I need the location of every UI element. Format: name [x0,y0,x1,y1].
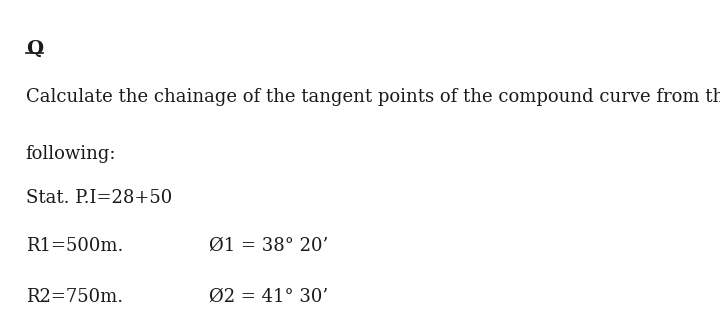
Text: following:: following: [26,145,116,162]
Text: R1=500m.: R1=500m. [26,237,123,255]
Text: Stat. P.I=28+50: Stat. P.I=28+50 [26,189,172,208]
Text: Ø1 = 38° 20’: Ø1 = 38° 20’ [209,237,328,255]
Text: Ø2 = 41° 30’: Ø2 = 41° 30’ [209,288,328,306]
Text: R2=750m.: R2=750m. [26,288,123,306]
Text: Q: Q [26,40,42,58]
Text: Calculate the chainage of the tangent points of the compound curve from the: Calculate the chainage of the tangent po… [26,88,720,106]
